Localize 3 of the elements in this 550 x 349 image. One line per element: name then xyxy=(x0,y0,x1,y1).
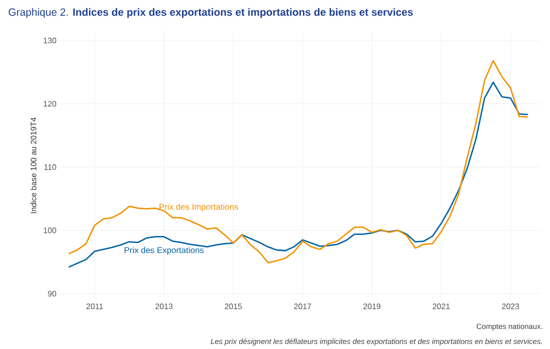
chart-title: Graphique 2. Indices de prix des exportations et importations de biens et services xyxy=(8,8,413,18)
series-label: Prix des Importations xyxy=(160,204,238,212)
series-label: Prix des Exportations xyxy=(124,246,204,255)
